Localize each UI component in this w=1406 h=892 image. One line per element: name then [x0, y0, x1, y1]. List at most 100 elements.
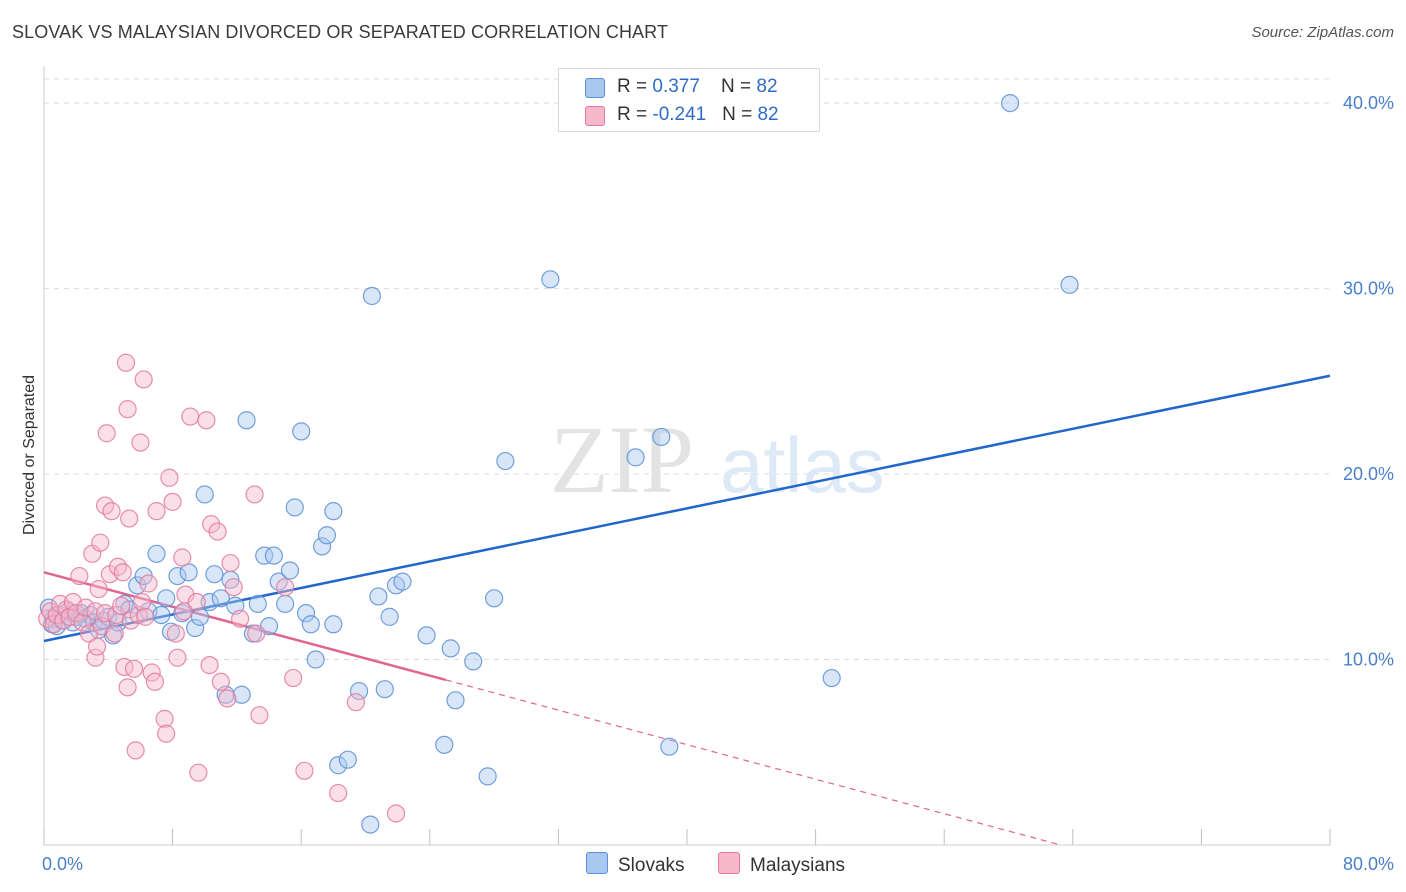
malaysian-point — [166, 624, 185, 643]
watermark-zip: ZIP — [550, 406, 694, 513]
correlation-legend: R = 0.377 N = 82 R = -0.241 N = 82 — [558, 68, 820, 132]
malaysian-point — [202, 515, 221, 534]
slovak-point — [362, 286, 382, 306]
legend-r-label: R = — [617, 76, 653, 97]
malaysian-point — [87, 637, 107, 656]
slovak-point — [255, 546, 274, 565]
slovak-point — [485, 589, 504, 608]
watermark-atlas: atlas — [720, 421, 885, 509]
malaysian-point — [89, 579, 108, 599]
malaysian-point — [295, 761, 314, 780]
slovak-point — [361, 815, 380, 834]
malaysian-point — [124, 659, 144, 678]
y-axis-label: Divorced or Separated — [21, 375, 38, 535]
malaysian-point — [386, 804, 406, 823]
malaysian-point — [250, 706, 269, 725]
malaysian-point — [200, 655, 219, 675]
slovak-point — [417, 626, 436, 645]
malaysian-point — [163, 492, 182, 511]
x-tick-label-min: 0.0% — [42, 854, 83, 874]
malaysian-point — [95, 604, 115, 623]
legend-r-value: -0.241 — [652, 104, 707, 125]
malaysian-point — [155, 709, 174, 728]
slovak-point — [292, 422, 311, 441]
malaysian-point — [76, 598, 95, 617]
legend-n-label: N = — [722, 104, 758, 125]
slovak-point — [200, 592, 219, 612]
malaysian-point — [157, 724, 176, 743]
malaysian-point — [284, 668, 303, 688]
malaysian-point — [113, 563, 132, 582]
malaysian-point — [70, 566, 89, 586]
legend-label-malaysians: Malaysians — [750, 855, 846, 876]
slovak-point — [190, 607, 210, 626]
legend-swatch-slovaks — [586, 852, 608, 874]
malaysian-point — [120, 509, 139, 528]
malaysian-point — [134, 370, 153, 389]
y-tick-label: 20.0% — [1343, 464, 1394, 484]
slovak-point — [380, 607, 399, 626]
slovak-point — [264, 546, 283, 565]
x-tick-label-max: 80.0% — [1343, 854, 1394, 874]
slovak-point — [296, 604, 316, 623]
malaysian-point — [176, 585, 195, 604]
slovak-point — [317, 526, 337, 545]
malaysian-point — [73, 613, 92, 632]
slovak-point — [324, 615, 343, 634]
malaysian-point — [145, 672, 165, 691]
slovak-point — [1060, 275, 1079, 294]
malaysian-point — [108, 557, 128, 576]
malaysian-point — [247, 624, 266, 643]
slovak-point — [626, 448, 645, 467]
slovak-point — [280, 561, 300, 580]
slovak-point — [478, 767, 497, 786]
slovak-point — [211, 589, 230, 608]
malaysian-point — [147, 502, 166, 521]
slovak-point — [660, 737, 679, 756]
series-legend: Slovaks Malaysians — [0, 852, 1406, 878]
malaysian-point — [112, 596, 131, 615]
legend-row-slovaks: R = 0.377 N = 82 — [559, 73, 819, 101]
y-tick-labels: 10.0% 20.0% 30.0% 40.0% — [1343, 93, 1394, 669]
legend-swatch-malaysians — [718, 852, 740, 874]
malaysian-point — [116, 353, 136, 372]
source-credit: Source: ZipAtlas.com — [1251, 24, 1394, 41]
slovak-point — [237, 411, 256, 430]
malaysian-point — [126, 741, 145, 760]
grid-lines — [44, 78, 1330, 661]
slovak-point — [248, 594, 267, 613]
malaysian-point — [102, 502, 121, 521]
slovak-point — [312, 537, 332, 556]
malaysian-point — [168, 648, 187, 667]
legend-n-value: 82 — [756, 76, 778, 97]
slovak-point — [306, 650, 325, 669]
malaysian-point — [276, 578, 295, 597]
malaysian-point — [187, 592, 206, 612]
malaysian-point — [221, 553, 240, 573]
malaysian-point — [231, 609, 250, 628]
slovak-point — [541, 270, 560, 289]
slovak-point — [232, 685, 251, 704]
slovak-point — [147, 544, 166, 563]
y-tick-label: 40.0% — [1343, 93, 1394, 113]
malaysian-point — [118, 400, 137, 419]
malaysian-point — [97, 424, 116, 443]
slovak-point — [168, 566, 187, 586]
malaysian-point — [218, 689, 237, 708]
y-tick-label: 30.0% — [1343, 279, 1394, 299]
x-axis-ticks — [43, 829, 1331, 845]
malaysian-point — [173, 548, 192, 567]
slovak-point — [375, 680, 394, 699]
slovak-point — [285, 498, 304, 517]
malaysian-point — [224, 578, 243, 597]
malaysian-point — [181, 407, 200, 426]
malaysian-point — [91, 533, 110, 552]
slovak-point — [205, 565, 224, 584]
malaysian-point — [160, 468, 179, 487]
malaysian-point — [131, 433, 150, 452]
slovak-point — [152, 605, 171, 625]
slovak-point — [301, 615, 320, 634]
legend-n-value: 82 — [757, 104, 779, 125]
slovak-point — [464, 652, 483, 671]
